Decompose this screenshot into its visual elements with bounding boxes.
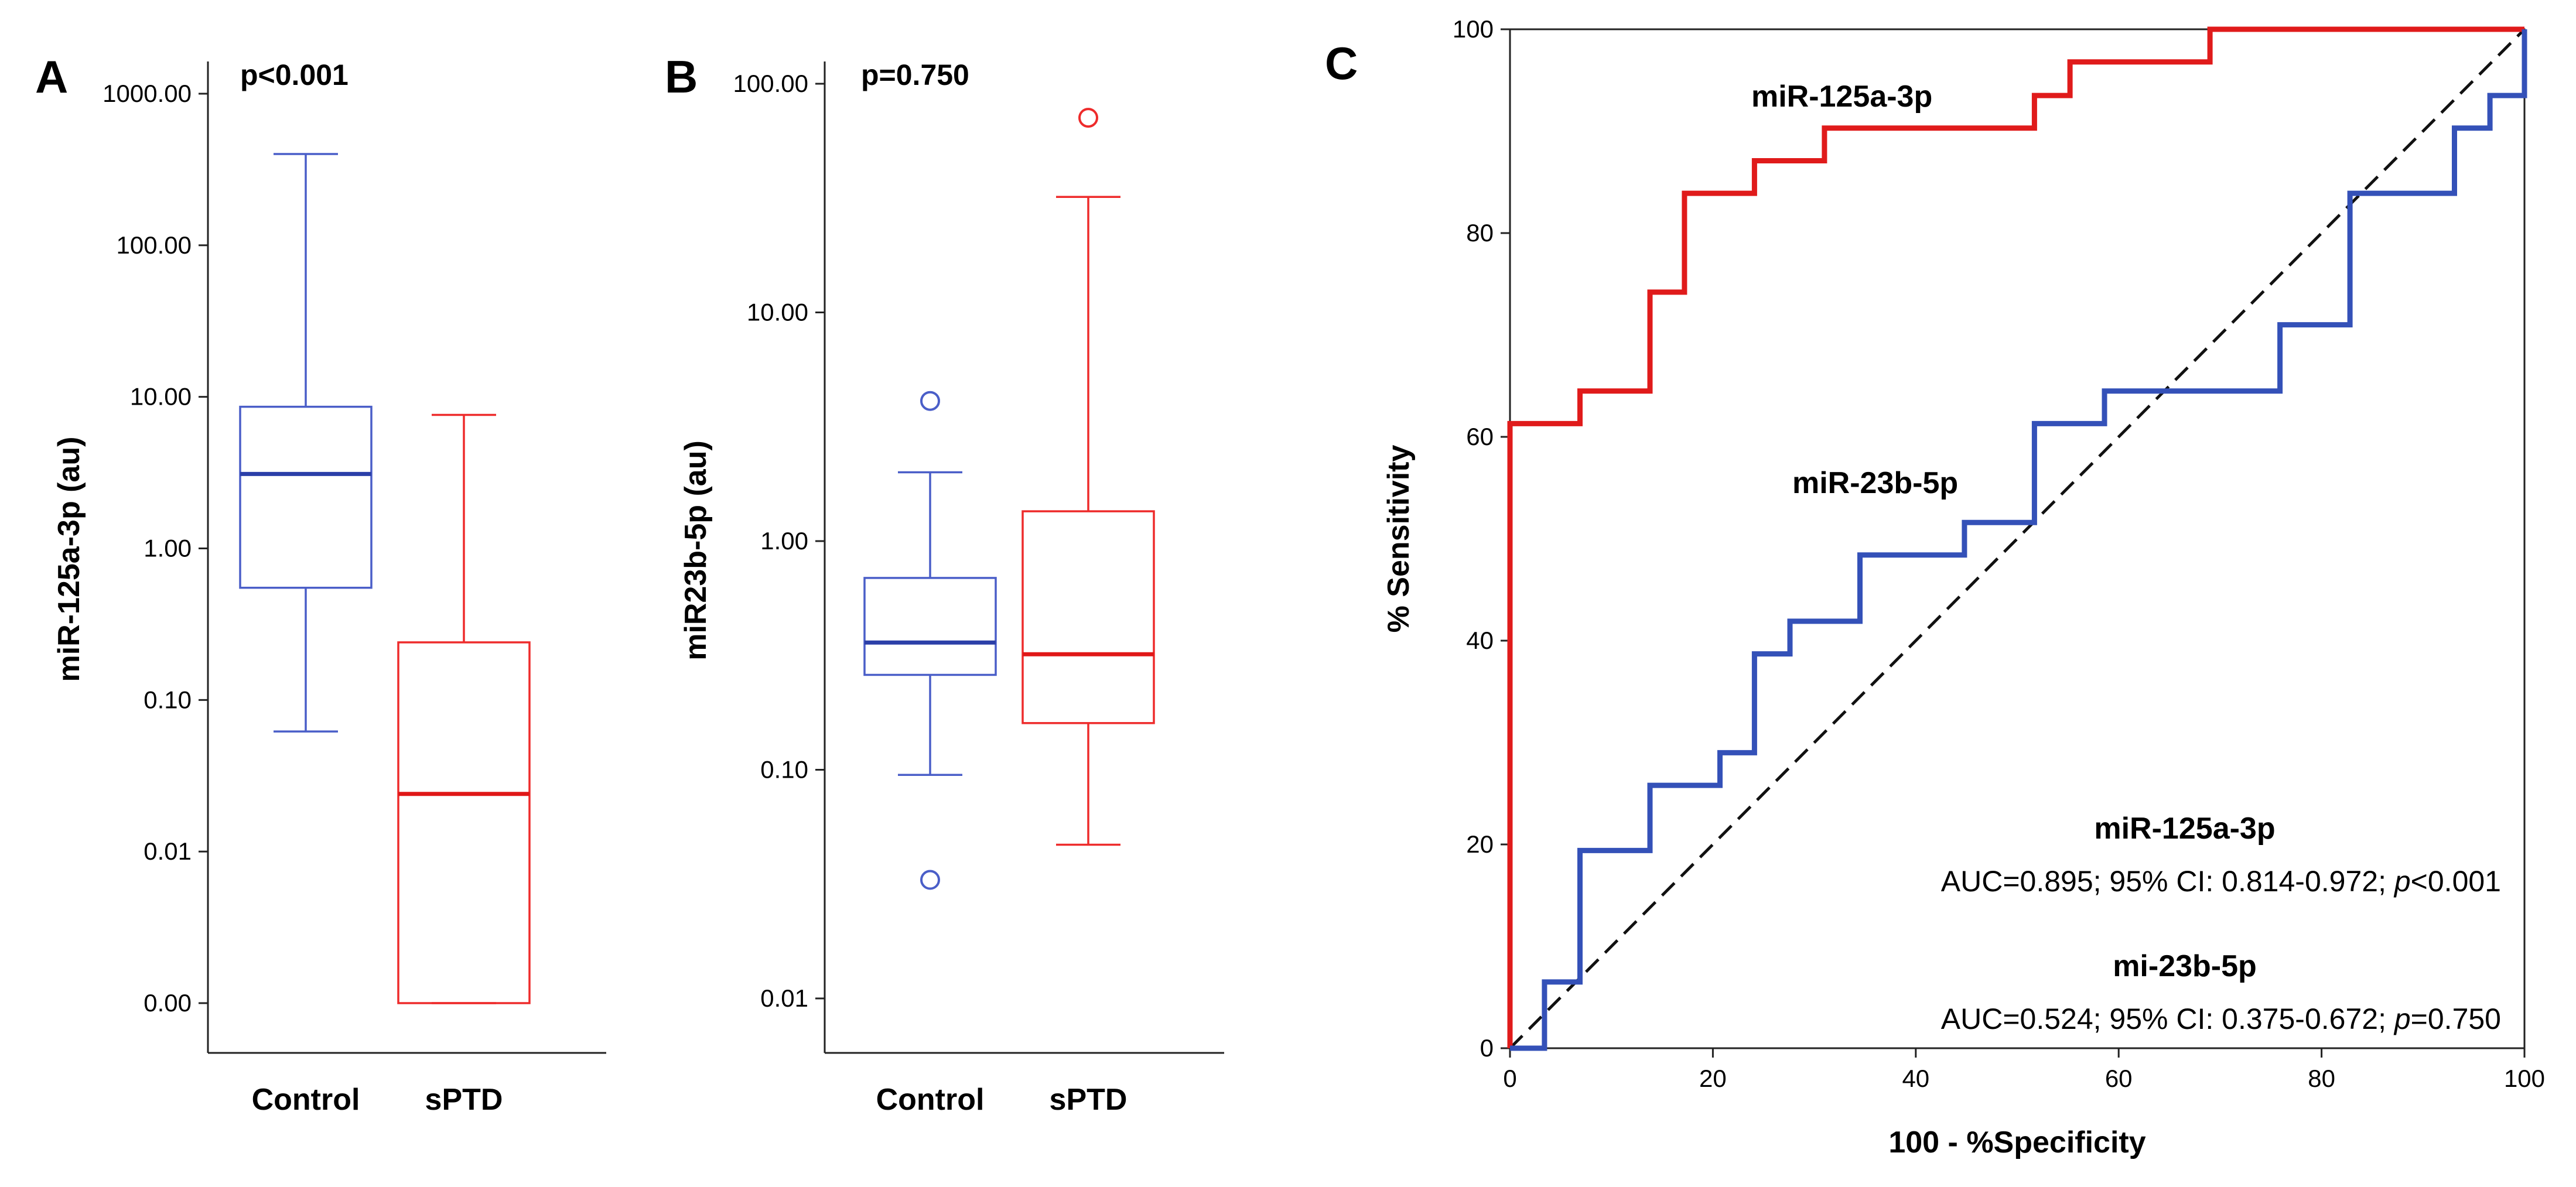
panel-c-letter: C [1325,37,1358,89]
panel-b-box-control-outlier [920,391,940,411]
panel-b-letter: B [665,51,698,102]
panel-a-box-control [239,153,373,733]
roc-y-tick-label: 100 [1453,15,1494,43]
panel-a-letter: A [35,51,68,102]
panel-b-x-tick-sptd: sPTD [1050,1083,1128,1117]
panel-a-y-tick-label: 0.00 [144,989,192,1017]
panel-a-y-tick-label: 100.00 [117,231,192,259]
roc-x-tick-label: 40 [1902,1065,1929,1092]
panel-a-y-tick-label: 10.00 [130,383,192,411]
panel-c: C 0 20 40 60 80 100 0 20 40 60 80 100 miR-125a-3p m… [1325,15,2545,1159]
roc-label-mir-23b-5p: miR-23b-5p [1792,466,1958,500]
auc-text-mir-125a-3p: AUC=0.895; 95% CI: 0.814-0.972; p<0.001 [1941,865,2501,898]
panel-b-box-control [863,391,997,890]
roc-curve-mir-125a-3p [1507,26,2524,1048]
panel-b-x-tick-control: Control [876,1083,985,1117]
panel-b-box-sptd-iqr-box [1021,510,1155,724]
panel-b-box-sptd [1021,108,1155,846]
roc-y-axis-label: % Sensitivity [1382,445,1416,633]
roc-y-tick-label: 20 [1466,830,1494,858]
auc-title-mir-23b-5p: mi-23b-5p [2113,949,2257,983]
panel-a-box-sptd [397,413,531,1004]
roc-y-tick-label: 80 [1466,219,1494,247]
roc-y-tick-label: 40 [1466,627,1494,654]
panel-b: B p=0.750 miR23b-5p (au) 0.01 0.10 1.00 10.… [665,51,1224,1117]
roc-x-tick-label: 60 [2105,1065,2133,1092]
auc-text-mir-23b-5p: AUC=0.524; 95% CI: 0.375-0.672; p=0.750 [1941,1003,2501,1035]
panel-a-p-value: p<0.001 [240,59,349,91]
panel-b-p-value: p=0.750 [861,59,969,91]
panel-a-y-axis-label: miR-125a-3p (au) [52,437,86,682]
roc-y-tick-label: 0 [1480,1034,1494,1062]
panel-a-y-tick-label: 0.01 [144,837,192,865]
panel-a-box-sptd-iqr-box [397,641,531,1004]
roc-x-tick-label: 20 [1699,1065,1727,1092]
roc-x-tick-label: 80 [2308,1065,2335,1092]
panel-b-y-tick-label: 0.10 [760,756,808,784]
roc-x-tick-label: 100 [2504,1065,2545,1092]
roc-y-tick-label: 60 [1466,423,1494,450]
auc-title-mir-125a-3p: miR-125a-3p [2094,812,2275,846]
panel-a-y-tick-label: 1000.00 [103,80,192,107]
panel-b-y-tick-label: 1.00 [760,527,808,555]
panel-b-box-control-iqr-box [863,577,997,676]
panel-a-y-tick-label: 1.00 [144,535,192,562]
roc-label-mir-125a-3p: miR-125a-3p [1751,80,1932,114]
panel-a: A p<0.001 miR-125a-3p (au) 0.00 0.01 0.10 1… [35,51,606,1117]
panel-b-y-tick-label: 0.01 [760,984,808,1012]
panel-b-y-axis-label: miR23b-5p (au) [679,440,713,661]
roc-curve-mir-23b-5p [1510,29,2527,1051]
panel-b-box-control-outlier [920,870,940,890]
panel-a-box-control-iqr-box [239,405,373,589]
roc-x-tick-label: 0 [1503,1065,1516,1092]
panel-a-x-tick-sptd: sPTD [425,1083,503,1117]
panel-a-x-tick-control: Control [252,1083,360,1117]
panel-b-box-sptd-outlier [1078,108,1098,128]
panel-b-y-tick-label: 10.00 [747,299,808,326]
roc-reference-diagonal [1509,28,2526,1049]
panel-b-y-tick-label: 100.00 [733,70,808,97]
panel-a-y-tick-label: 0.10 [144,686,192,713]
roc-x-axis-label: 100 - %Specificity [1888,1126,2145,1159]
